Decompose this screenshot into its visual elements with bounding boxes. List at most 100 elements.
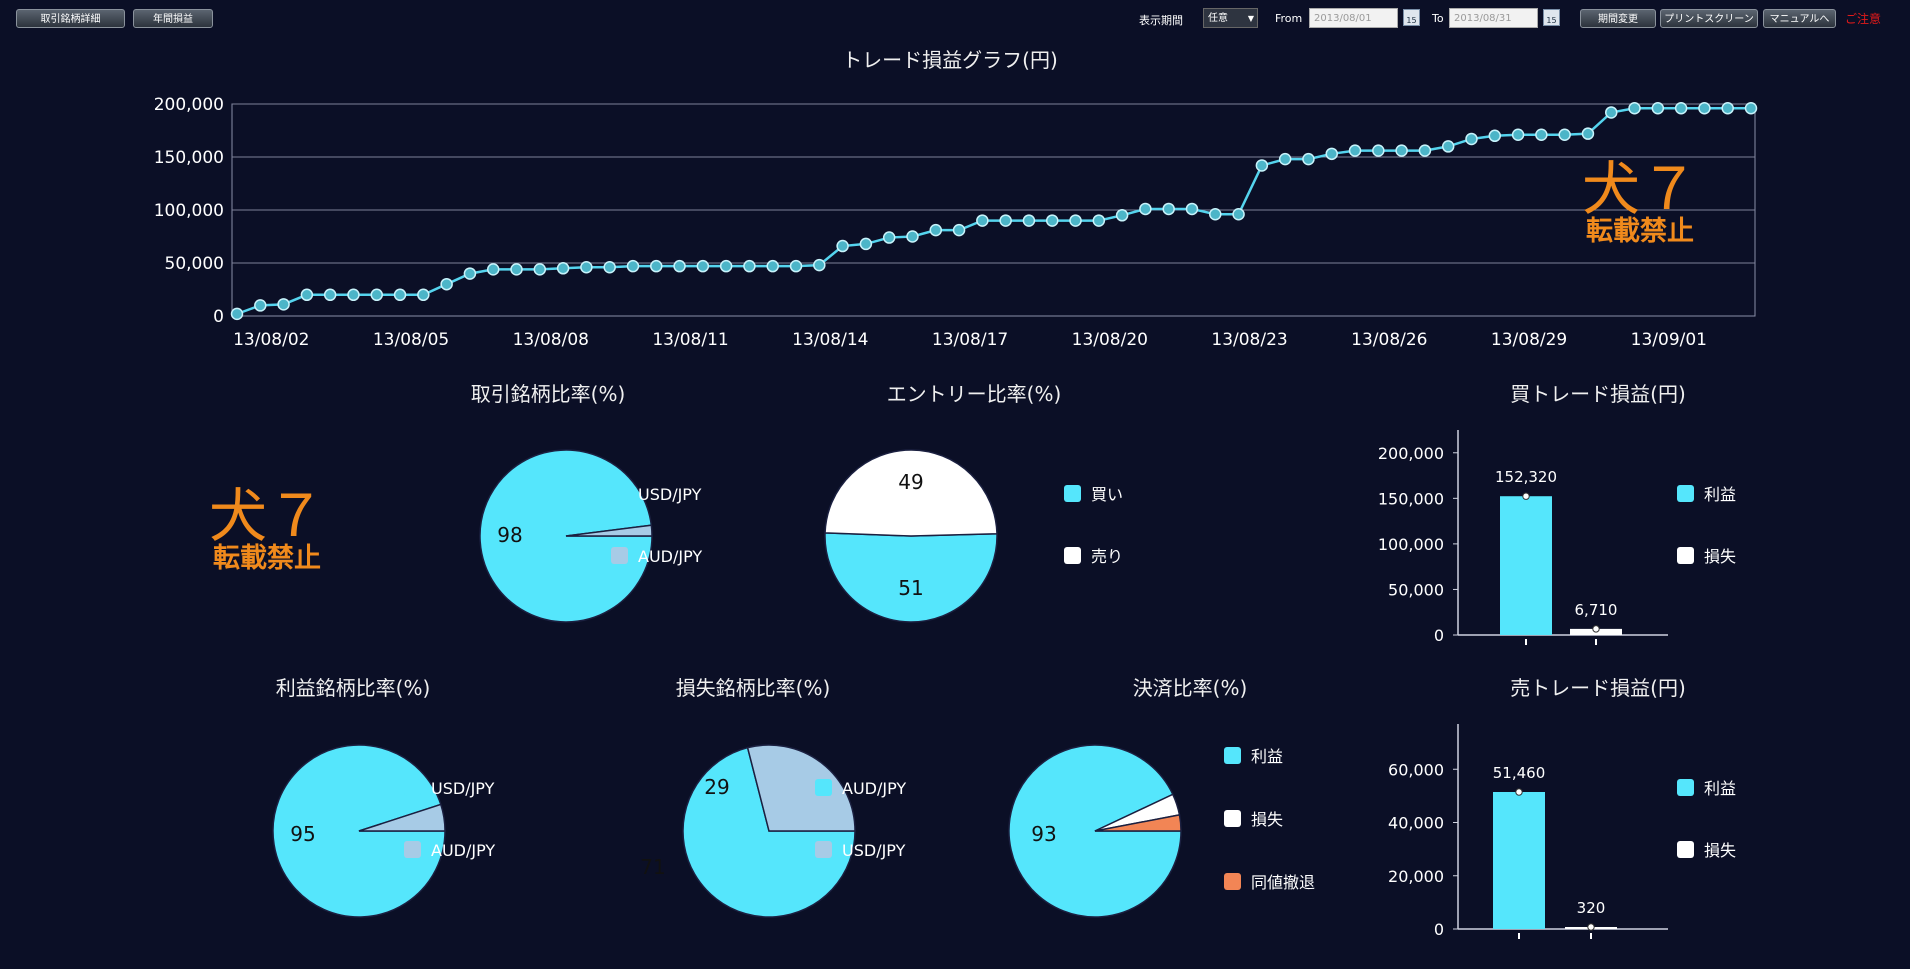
- data-point: [1232, 207, 1245, 221]
- data-point: [1674, 101, 1688, 115]
- legend-label: AUD/JPY: [431, 841, 495, 860]
- x-tick-label: 13/08/17: [932, 330, 1008, 350]
- data-point: [906, 230, 919, 243]
- bar-value-label: 152,320: [1495, 468, 1557, 486]
- legend-label: USD/JPY: [842, 841, 906, 860]
- to-date-input[interactable]: 2013/08/31: [1449, 8, 1538, 28]
- data-point: [1465, 132, 1478, 146]
- legend-label: 損失: [1704, 841, 1736, 860]
- data-point: [1185, 202, 1199, 216]
- data-point: [533, 263, 547, 276]
- pie-value-label: 49: [898, 470, 923, 494]
- data-point: [1441, 140, 1455, 153]
- x-tick-label: 13/08/20: [1072, 330, 1148, 350]
- data-point: [1372, 144, 1385, 157]
- data-point: [999, 214, 1012, 227]
- pie-symbols-title: 取引銘柄比率(%): [470, 382, 626, 406]
- pie-value-label: 98: [497, 523, 522, 547]
- data-point: [1209, 207, 1222, 221]
- data-point: [836, 239, 849, 253]
- data-point: [1115, 209, 1129, 222]
- caution-link[interactable]: ご注意: [1845, 12, 1882, 26]
- legend-swatch: [1224, 873, 1241, 890]
- bar-value-label: 6,710: [1575, 601, 1618, 619]
- data-point: [1045, 214, 1059, 227]
- data-point: [1535, 128, 1548, 141]
- symbol-detail-button[interactable]: 取引銘柄詳細: [16, 9, 125, 28]
- legend-swatch: [404, 841, 421, 858]
- data-point: [1744, 101, 1758, 115]
- pie-settle-title: 決済比率(%): [1132, 676, 1248, 700]
- data-point: [463, 267, 477, 280]
- legend-label: 損失: [1251, 810, 1283, 829]
- pie-slice: [1094, 814, 1182, 832]
- y-tick-label: 200,000: [154, 95, 224, 115]
- calendar-icon[interactable]: 15: [1543, 9, 1560, 26]
- legend-swatch: [1677, 779, 1694, 796]
- data-point: [976, 214, 989, 227]
- data-point: [766, 259, 779, 273]
- watermark-text: 犬７: [208, 482, 325, 550]
- data-point: [1278, 152, 1292, 166]
- chevron-down-icon: ▼: [1247, 14, 1254, 23]
- period-select[interactable]: 任意 ▼: [1203, 8, 1258, 28]
- data-point: [1721, 101, 1734, 115]
- legend-label: USD/JPY: [431, 779, 495, 798]
- data-point: [1511, 128, 1525, 141]
- from-date-input[interactable]: 2013/08/01: [1309, 8, 1398, 28]
- watermark-subtext: 転載禁止: [1586, 216, 1694, 247]
- calendar-icon[interactable]: 15: [1403, 9, 1420, 26]
- data-point: [1395, 144, 1408, 157]
- pie-value-label: 95: [290, 822, 315, 846]
- data-point: [1325, 147, 1338, 161]
- data-point: [230, 307, 244, 321]
- manual-button[interactable]: マニュアルへ: [1763, 9, 1836, 28]
- change-period-button[interactable]: 期間変更: [1580, 9, 1656, 28]
- x-tick-label: 13/08/02: [233, 330, 309, 350]
- data-point: [743, 259, 756, 273]
- pie-slice: [746, 744, 856, 832]
- data-point: [813, 258, 826, 272]
- pie-value-label: 29: [704, 775, 729, 799]
- pie-slice: [824, 449, 998, 537]
- data-point: [1022, 214, 1036, 227]
- data-point: [719, 259, 733, 273]
- pie-loss-title: 損失銘柄比率(%): [675, 676, 831, 700]
- data-point: [510, 263, 523, 276]
- bar-marker: [1592, 625, 1600, 633]
- y-tick-label: 20,000: [1388, 867, 1444, 886]
- y-tick-label: 0: [1434, 626, 1444, 645]
- data-point: [486, 263, 500, 276]
- bar-marker: [1522, 492, 1530, 500]
- pie-slice: [1008, 744, 1182, 918]
- legend-swatch: [1224, 747, 1241, 764]
- x-tick-label: 13/08/08: [513, 330, 589, 350]
- x-tick-label: 13/08/11: [652, 330, 728, 350]
- data-point: [882, 231, 896, 244]
- print-screen-button[interactable]: プリントスクリーン: [1660, 9, 1758, 28]
- data-point: [254, 299, 267, 312]
- y-tick-label: 50,000: [1388, 580, 1444, 599]
- legend-label: 損失: [1704, 547, 1736, 566]
- bar-sell-title: 売トレード損益(円): [1510, 676, 1686, 700]
- bar: [1500, 496, 1552, 635]
- from-label: From: [1275, 12, 1303, 25]
- y-tick-label: 0: [213, 307, 224, 327]
- y-tick-label: 100,000: [1378, 535, 1444, 554]
- legend-swatch: [1677, 485, 1694, 502]
- x-tick-label: 13/08/14: [792, 330, 868, 350]
- watermark-subtext: 転載禁止: [213, 543, 321, 574]
- data-point: [440, 277, 453, 291]
- x-tick-label: 13/09/01: [1631, 330, 1707, 350]
- pie-value-label: 51: [898, 576, 923, 600]
- legend-label: 買い: [1091, 485, 1123, 504]
- yearly-pl-button[interactable]: 年間損益: [133, 9, 213, 28]
- data-point: [626, 259, 640, 273]
- data-point: [696, 259, 710, 273]
- data-point: [789, 259, 803, 273]
- pie-value-label: 93: [1031, 822, 1056, 846]
- pie-slice: [824, 532, 998, 623]
- data-point: [1558, 128, 1571, 141]
